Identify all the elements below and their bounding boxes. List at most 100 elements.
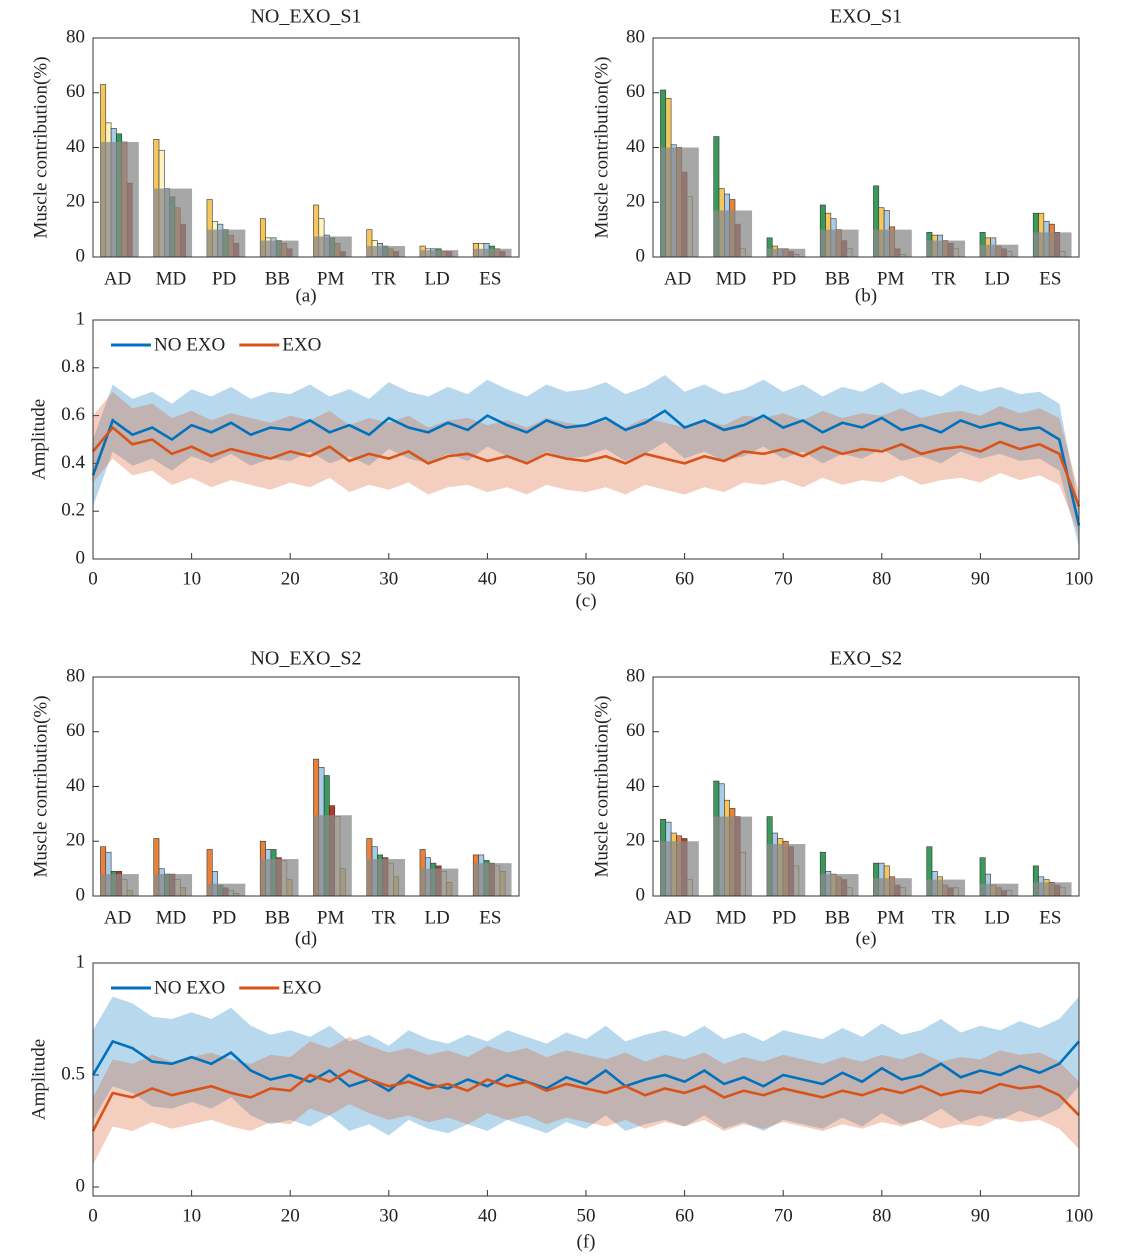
y-tick-label: 0 bbox=[636, 884, 646, 905]
y-tick-label: 0 bbox=[76, 245, 86, 266]
mean-bar bbox=[313, 236, 352, 257]
x-tick-label: BB bbox=[825, 268, 850, 289]
y-tick-label: 0.4 bbox=[61, 452, 85, 473]
y-tick-label: 20 bbox=[626, 830, 645, 851]
axes-box bbox=[652, 37, 1080, 258]
y-axis-label: Muscle contribution(%) bbox=[30, 695, 51, 877]
y-tick-label: 0 bbox=[76, 884, 86, 905]
y-tick-label: 80 bbox=[66, 665, 85, 686]
y-tick-label: 80 bbox=[66, 26, 85, 47]
x-tick-label: 20 bbox=[281, 568, 300, 589]
line bbox=[91, 425, 1081, 507]
mean-bar bbox=[766, 843, 806, 896]
x-tick-label: AD bbox=[664, 268, 691, 289]
y-tick-label: 80 bbox=[626, 26, 645, 47]
mean-bar bbox=[206, 883, 246, 896]
x-tick-label: 70 bbox=[774, 568, 793, 589]
y-tick-label: 0.2 bbox=[61, 500, 85, 521]
mean-bar bbox=[713, 816, 753, 896]
x-tick-label: BB bbox=[825, 907, 850, 928]
y-tick-label: 40 bbox=[66, 775, 85, 796]
x-tick-label: ES bbox=[479, 907, 501, 928]
y-tick-label: 40 bbox=[626, 775, 645, 796]
x-tick-label: 70 bbox=[774, 1205, 793, 1226]
y-tick-label: 60 bbox=[626, 720, 645, 741]
y-tick-label: 80 bbox=[626, 665, 645, 686]
x-tick-label: MD bbox=[156, 268, 187, 289]
axes-box bbox=[92, 319, 1080, 560]
mean-bar bbox=[713, 210, 753, 257]
x-tick-label: 10 bbox=[182, 568, 201, 589]
y-tick-label: 40 bbox=[626, 136, 645, 157]
x-tick-label: PD bbox=[212, 907, 236, 928]
chart-title: NO_EXO_S1 bbox=[250, 6, 361, 28]
mean-bar bbox=[260, 240, 299, 257]
x-tick-label: BB bbox=[265, 907, 290, 928]
x-tick-label: 20 bbox=[281, 1205, 300, 1226]
x-tick-label: 50 bbox=[577, 1205, 596, 1226]
x-tick-label: 50 bbox=[577, 568, 596, 589]
mean-bar bbox=[926, 240, 966, 257]
mean-bar bbox=[313, 815, 352, 896]
x-tick-label: 100 bbox=[1065, 568, 1094, 589]
mean-bar bbox=[1033, 882, 1072, 896]
line bbox=[91, 1039, 1080, 1093]
x-tick-label: 30 bbox=[379, 1205, 398, 1226]
x-tick-label: PM bbox=[317, 268, 345, 289]
x-tick-label: TR bbox=[932, 907, 957, 928]
caption: (c) bbox=[575, 590, 596, 611]
mean-bar bbox=[153, 188, 193, 257]
y-tick-label: 1 bbox=[76, 951, 86, 972]
band bbox=[93, 996, 1079, 1136]
mean-bar bbox=[419, 250, 459, 257]
x-tick-label: 90 bbox=[971, 568, 990, 589]
y-axis-label: Muscle contribution(%) bbox=[30, 56, 51, 238]
x-tick-label: MD bbox=[156, 907, 187, 928]
y-tick-label: 40 bbox=[66, 136, 85, 157]
y-tick-label: 20 bbox=[626, 191, 645, 212]
mean-bar bbox=[820, 229, 859, 257]
axes-box bbox=[92, 962, 1080, 1197]
y-tick-label: 1 bbox=[76, 308, 86, 329]
x-tick-label: 90 bbox=[971, 1205, 990, 1226]
line bbox=[91, 1069, 1080, 1132]
x-tick-label: LD bbox=[424, 907, 449, 928]
caption: (f) bbox=[577, 1231, 596, 1252]
x-tick-label: MD bbox=[716, 907, 747, 928]
mean-bar bbox=[366, 859, 406, 896]
mean-bar bbox=[766, 248, 806, 257]
mean-bar bbox=[873, 229, 912, 257]
mean-bar bbox=[1033, 232, 1072, 257]
x-tick-label: PD bbox=[772, 907, 796, 928]
x-tick-label: PM bbox=[877, 907, 905, 928]
x-tick-label: TR bbox=[372, 907, 397, 928]
axes-box bbox=[92, 37, 520, 258]
y-axis-label: Muscle contribution(%) bbox=[591, 695, 612, 877]
x-tick-label: LD bbox=[984, 268, 1009, 289]
x-tick-label: AD bbox=[104, 907, 131, 928]
chart-title: EXO_S1 bbox=[830, 6, 902, 28]
x-tick-label: 0 bbox=[88, 1205, 98, 1226]
y-tick-label: 0.6 bbox=[61, 404, 85, 425]
x-tick-label: 60 bbox=[675, 568, 694, 589]
x-tick-label: 80 bbox=[872, 568, 891, 589]
x-tick-label: ES bbox=[1039, 907, 1061, 928]
line bbox=[91, 409, 1081, 526]
x-tick-label: 40 bbox=[478, 568, 497, 589]
caption: (d) bbox=[295, 928, 317, 949]
legend-label: EXO bbox=[282, 977, 321, 998]
mean-bar bbox=[979, 883, 1019, 896]
x-tick-label: 10 bbox=[182, 1205, 201, 1226]
chart-title: NO_EXO_S2 bbox=[250, 648, 361, 670]
x-tick-label: TR bbox=[932, 268, 957, 289]
x-tick-label: 100 bbox=[1065, 1205, 1094, 1226]
x-tick-label: ES bbox=[1039, 268, 1061, 289]
x-tick-label: LD bbox=[424, 268, 449, 289]
y-tick-label: 60 bbox=[626, 81, 645, 102]
y-tick-label: 60 bbox=[66, 81, 85, 102]
mean-bar bbox=[260, 859, 299, 896]
mean-bar bbox=[873, 878, 912, 896]
y-tick-label: 20 bbox=[66, 191, 85, 212]
y-tick-label: 0 bbox=[76, 1175, 86, 1196]
x-tick-label: 60 bbox=[675, 1205, 694, 1226]
